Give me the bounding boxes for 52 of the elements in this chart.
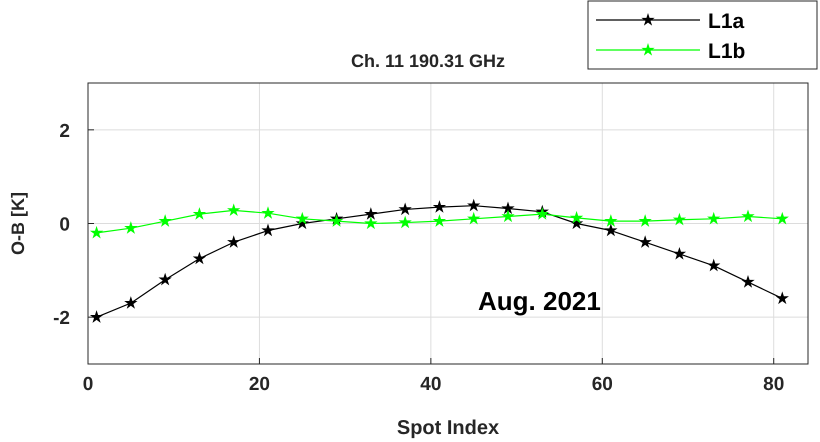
point <box>364 207 378 220</box>
point <box>158 214 172 227</box>
y-axis-title: O-B [K] <box>8 192 28 255</box>
point <box>707 212 720 224</box>
x-axis-title: Spot Index <box>396 417 500 439</box>
point <box>124 296 138 309</box>
point <box>296 212 309 224</box>
point <box>158 272 172 286</box>
point <box>570 210 584 224</box>
x-tick-label: 60 <box>592 374 613 395</box>
point <box>672 212 686 226</box>
point <box>776 291 789 304</box>
point <box>501 209 515 222</box>
point <box>261 224 275 236</box>
point <box>604 224 618 236</box>
point <box>192 252 206 264</box>
point <box>227 235 240 248</box>
point <box>330 214 344 227</box>
point <box>707 258 720 272</box>
x-tick-label: 0 <box>82 374 94 395</box>
point <box>776 212 789 224</box>
y-tick-label: -2 <box>53 308 70 330</box>
point <box>638 214 652 227</box>
point <box>536 207 549 220</box>
point <box>432 200 446 213</box>
point <box>90 226 104 239</box>
point <box>741 209 755 222</box>
chart-title: Ch. 11 190.31 GHz <box>350 51 506 71</box>
point <box>227 203 240 216</box>
point <box>604 214 618 227</box>
point <box>467 212 480 224</box>
point <box>432 214 446 227</box>
x-tick-label: 20 <box>248 374 270 395</box>
point <box>672 246 686 260</box>
point <box>398 202 412 216</box>
legend-label: L1b <box>708 40 746 63</box>
point <box>90 310 104 323</box>
point <box>364 216 378 230</box>
point <box>467 198 480 212</box>
point <box>192 207 206 220</box>
y-tick-label: 2 <box>59 120 70 142</box>
point <box>261 206 275 219</box>
legend-label: L1a <box>708 10 745 33</box>
x-tick-label: 80 <box>763 374 784 395</box>
y-tick-label: 0 <box>59 214 70 236</box>
x-tick-label: 40 <box>420 374 442 395</box>
point <box>638 235 652 248</box>
annotation: Aug. 2021 <box>478 286 601 316</box>
point <box>124 221 138 234</box>
point <box>501 202 515 214</box>
point <box>398 216 412 228</box>
point <box>741 275 755 288</box>
